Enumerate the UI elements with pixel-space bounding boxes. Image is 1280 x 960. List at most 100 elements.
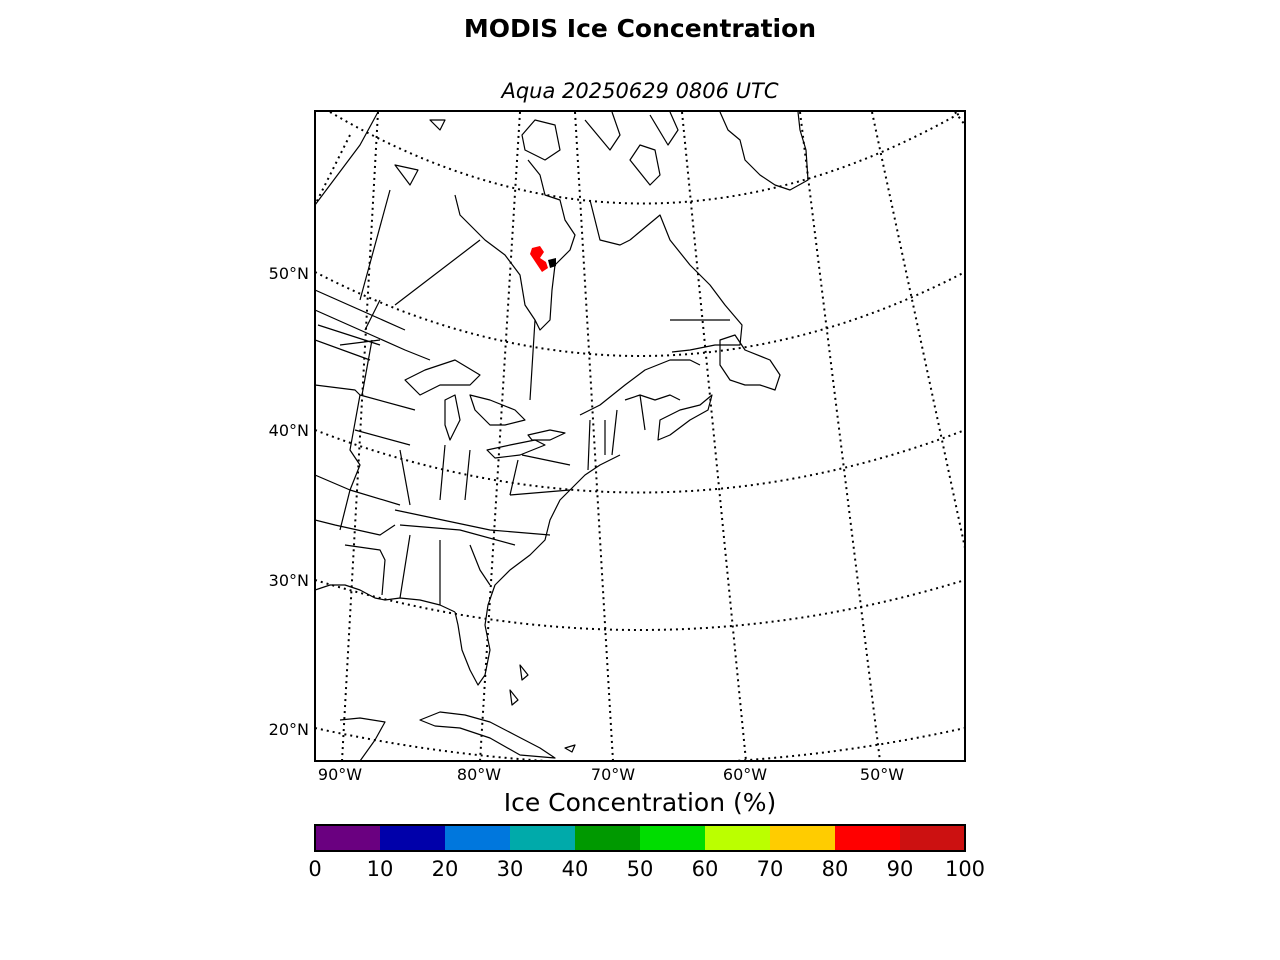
state-line-5 [339,489,351,531]
latitude-lines [315,111,965,761]
colorbar-tick-label: 90 [887,857,914,881]
greenland-coast [719,111,809,191]
colorbar-tick-label: 30 [497,857,524,881]
arctic-island-5 [429,119,446,131]
arctic-island-6 [394,164,419,186]
state-line-12 [469,544,491,586]
arctic-island-2 [584,111,621,151]
colorbar-segment [835,825,901,851]
colorbar-segment [705,825,771,851]
colorbar-segment [900,825,966,851]
labrador-coast [629,214,743,353]
state-line-14 [464,449,471,501]
lat-line-20n [315,727,965,761]
map-frame [314,110,966,762]
lon-label-80w: 80°W [457,765,501,784]
maritimes-coast [624,394,681,401]
colorbar-segment [510,825,576,851]
border-ontario-quebec [529,319,536,401]
gulf-st-lawrence-coast [579,359,701,416]
state-line-3 [354,429,411,446]
lon-line-70w [574,111,614,761]
border-nunavut [315,111,379,206]
colorbar [315,825,966,851]
state-line-17 [509,459,519,496]
lat-label-50n: 50°N [269,264,309,283]
longitude-labels: 90°W 80°W 70°W 60°W 50°W [318,765,904,784]
colorbar-frame [314,824,966,852]
state-line-10 [399,534,411,599]
colorbar-segment [770,825,836,851]
colorbar-tick-label: 70 [757,857,784,881]
state-line-26 [317,324,381,346]
lat-line-60n [329,111,963,205]
ice-concentration-data [530,246,556,272]
state-line-9 [344,544,386,596]
lat-label-40n: 40°N [269,421,309,440]
hispaniola-coast [564,744,576,753]
border-manitoba-ontario [339,339,381,346]
bahamas-island-1 [509,689,519,706]
colorbar-tick-label: 50 [627,857,654,881]
state-line-18 [521,454,571,466]
colorbar-tick-label: 20 [432,857,459,881]
ice-pixels [530,246,548,272]
lake-ontario [527,429,566,441]
lon-line-80w [479,111,521,761]
state-line-20 [587,419,591,471]
state-line-24 [361,339,373,396]
map-area [315,111,965,761]
state-line-2 [315,384,416,411]
colorbar-ticks: 0 10 20 30 40 50 60 70 80 90 100 [308,857,985,881]
colorbar-segment [315,825,381,851]
arctic-island-1 [521,119,561,161]
state-line-25 [364,299,381,331]
border-territories [359,189,391,301]
state-line-15 [399,449,411,506]
lon-line-60w [681,111,747,761]
gulf-coast [315,584,456,613]
lake-erie [486,439,546,459]
state-line-16 [349,394,361,491]
state-line-22 [611,409,618,456]
lat-line-30n [315,579,965,631]
coastlines [315,111,809,761]
chart-subtitle: Aqua 20250629 0806 UTC [501,79,779,103]
lon-line-50w [799,111,881,761]
latitude-labels: 50°N 40°N 30°N 20°N [269,264,309,739]
newfoundland-coast [719,334,781,391]
ungava-coast [589,199,631,246]
bahamas-island-2 [519,664,529,681]
state-line-13 [439,444,446,501]
state-line-1 [315,339,371,361]
lon-label-50w: 50°W [860,765,904,784]
lat-label-30n: 30°N [269,571,309,590]
lon-line-30w [954,111,965,126]
colorbar-segment [380,825,446,851]
state-line-19 [509,489,571,496]
lon-label-70w: 70°W [591,765,635,784]
colorbar-label: Ice Concentration (%) [504,788,777,817]
lon-line-100w [315,134,351,206]
colorbar-segment [640,825,706,851]
lake-michigan [444,394,461,441]
lon-line-90w [341,111,379,761]
state-line-23 [639,394,646,431]
lon-label-60w: 60°W [723,765,767,784]
colorbar-tick-label: 0 [308,857,321,881]
lat-line-50n [315,271,965,357]
state-line-8 [399,524,516,546]
us-canada-border [315,309,431,361]
ice-pixels-dark [548,258,556,268]
hudson-bay-coast [454,159,576,331]
lat-line-40n [315,429,965,494]
lake-superior [404,359,481,396]
colorbar-tick-label: 40 [562,857,589,881]
colorbar-tick-label: 100 [945,857,985,881]
lon-label-90w: 90°W [318,765,362,784]
lake-huron [469,394,526,426]
nova-scotia-coast [657,394,713,441]
longitude-lines [315,111,965,761]
state-line-6 [315,519,396,536]
